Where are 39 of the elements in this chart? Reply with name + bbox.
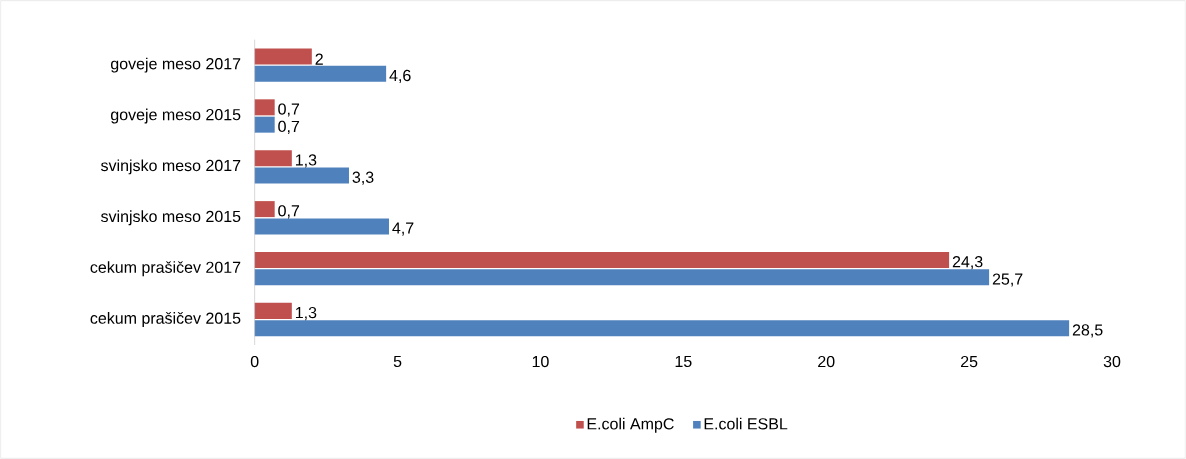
data-label: 1,3 xyxy=(295,306,317,321)
bar xyxy=(254,48,312,65)
x-tick-label: 15 xyxy=(675,355,692,368)
bar xyxy=(254,150,292,167)
y-tick-label: goveje meso 2017 xyxy=(110,57,241,73)
data-label: 0,7 xyxy=(278,103,300,117)
data-label: 4,6 xyxy=(389,69,411,84)
x-tick-label: 0 xyxy=(250,355,259,368)
bar xyxy=(254,99,275,116)
bar xyxy=(254,218,389,235)
y-tick-label: cekum prašičev 2017 xyxy=(90,261,241,277)
y-tick-label: svinjsko meso 2017 xyxy=(101,159,241,175)
y-tick-label: cekum prašičev 2015 xyxy=(90,312,241,328)
data-label: 24,3 xyxy=(952,256,983,270)
legend-label: E.coli AmpC xyxy=(587,417,674,433)
bar xyxy=(254,269,990,286)
bar xyxy=(254,251,950,268)
data-label: 0,7 xyxy=(278,120,300,134)
x-tick-label: 30 xyxy=(1103,355,1121,368)
x-tick-label: 10 xyxy=(532,355,549,368)
legend-label: E.coli ESBL xyxy=(704,417,788,430)
x-tick-label: 25 xyxy=(961,355,978,368)
data-label: 25,7 xyxy=(992,273,1023,287)
bar xyxy=(254,167,349,184)
data-label: 28,5 xyxy=(1072,324,1103,338)
y-tick-label: goveje meso 2015 xyxy=(110,108,241,124)
data-label: 3,3 xyxy=(352,171,374,185)
bar xyxy=(254,302,292,319)
x-tick-label: 5 xyxy=(393,355,402,368)
bar xyxy=(254,116,275,133)
y-tick-label: svinjsko meso 2015 xyxy=(101,210,241,226)
bar xyxy=(254,320,1070,337)
data-label: 4,7 xyxy=(392,222,414,236)
bar xyxy=(254,65,387,82)
data-label: 2 xyxy=(315,53,323,65)
data-label: 1,3 xyxy=(295,154,317,168)
bar xyxy=(254,201,275,218)
x-tick-label: 20 xyxy=(818,355,835,368)
data-label: 0,7 xyxy=(278,205,300,219)
